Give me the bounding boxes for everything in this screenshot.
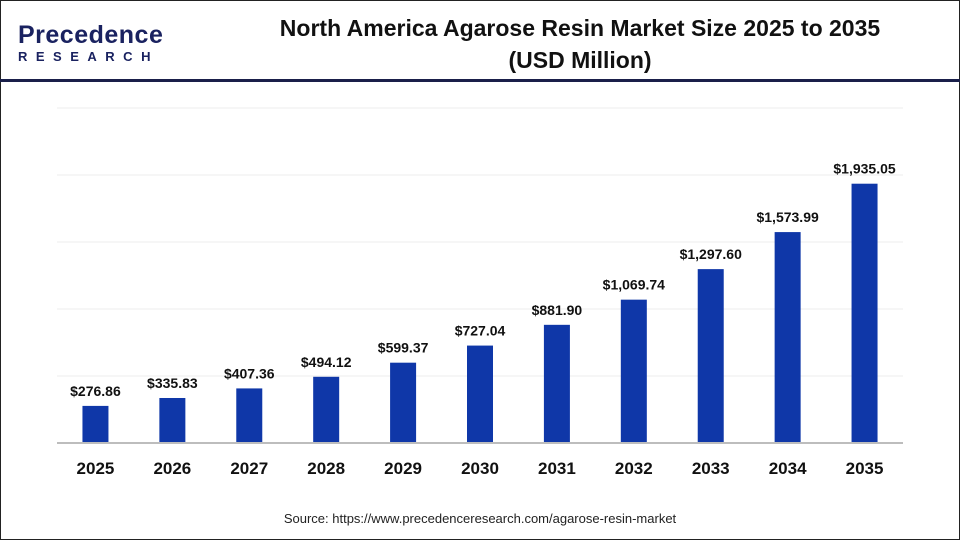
- x-tick-label: 2033: [692, 459, 730, 478]
- bar-2029: [390, 362, 417, 443]
- x-tick-label: 2032: [615, 459, 653, 478]
- source-note: Source: https://www.precedenceresearch.c…: [283, 511, 677, 526]
- x-tick-label: 2035: [846, 459, 884, 478]
- x-tick-label: 2027: [230, 459, 268, 478]
- x-tick-label: 2025: [77, 459, 115, 478]
- bar-2030: [467, 345, 493, 443]
- bar-2026: [159, 397, 186, 443]
- data-label: $881.90: [532, 302, 583, 318]
- header-divider: [0, 79, 960, 82]
- data-label: $599.37: [378, 340, 429, 356]
- data-label: $1,935.05: [833, 161, 895, 177]
- bar-2031: [543, 324, 570, 443]
- data-label: $335.83: [147, 375, 198, 391]
- data-label: $407.36: [224, 365, 275, 381]
- bar-2033: [697, 269, 724, 443]
- data-label: $1,297.60: [680, 246, 742, 262]
- x-tick-label: 2026: [153, 459, 191, 478]
- logo-sub-text: RESEARCH: [18, 49, 159, 64]
- data-label: $1,573.99: [756, 209, 818, 225]
- x-tick-label: 2034: [769, 459, 807, 478]
- bar-2035: [851, 183, 878, 443]
- x-tick-label: 2029: [384, 459, 422, 478]
- bar-2034: [774, 232, 801, 443]
- data-label: $494.12: [301, 354, 352, 370]
- chart-title-line1: North America Agarose Resin Market Size …: [279, 15, 881, 41]
- x-tick-label: 2030: [461, 459, 499, 478]
- data-label: $276.86: [70, 383, 121, 399]
- data-label: $1,069.74: [603, 277, 665, 293]
- bar-2025: [82, 405, 109, 443]
- x-tick-label: 2028: [307, 459, 345, 478]
- data-label: $727.04: [455, 323, 506, 339]
- x-tick-label: 2031: [538, 459, 576, 478]
- chart-title-line2: (USD Million): [508, 47, 652, 73]
- bar-2032: [620, 299, 647, 443]
- logo: Precedence RESEARCH: [18, 22, 163, 64]
- logo-main-text: Precedence: [18, 21, 164, 49]
- bar-2028: [313, 376, 340, 443]
- chart-title: North America Agarose Resin Market Size …: [200, 12, 960, 76]
- bar-2027: [236, 388, 263, 443]
